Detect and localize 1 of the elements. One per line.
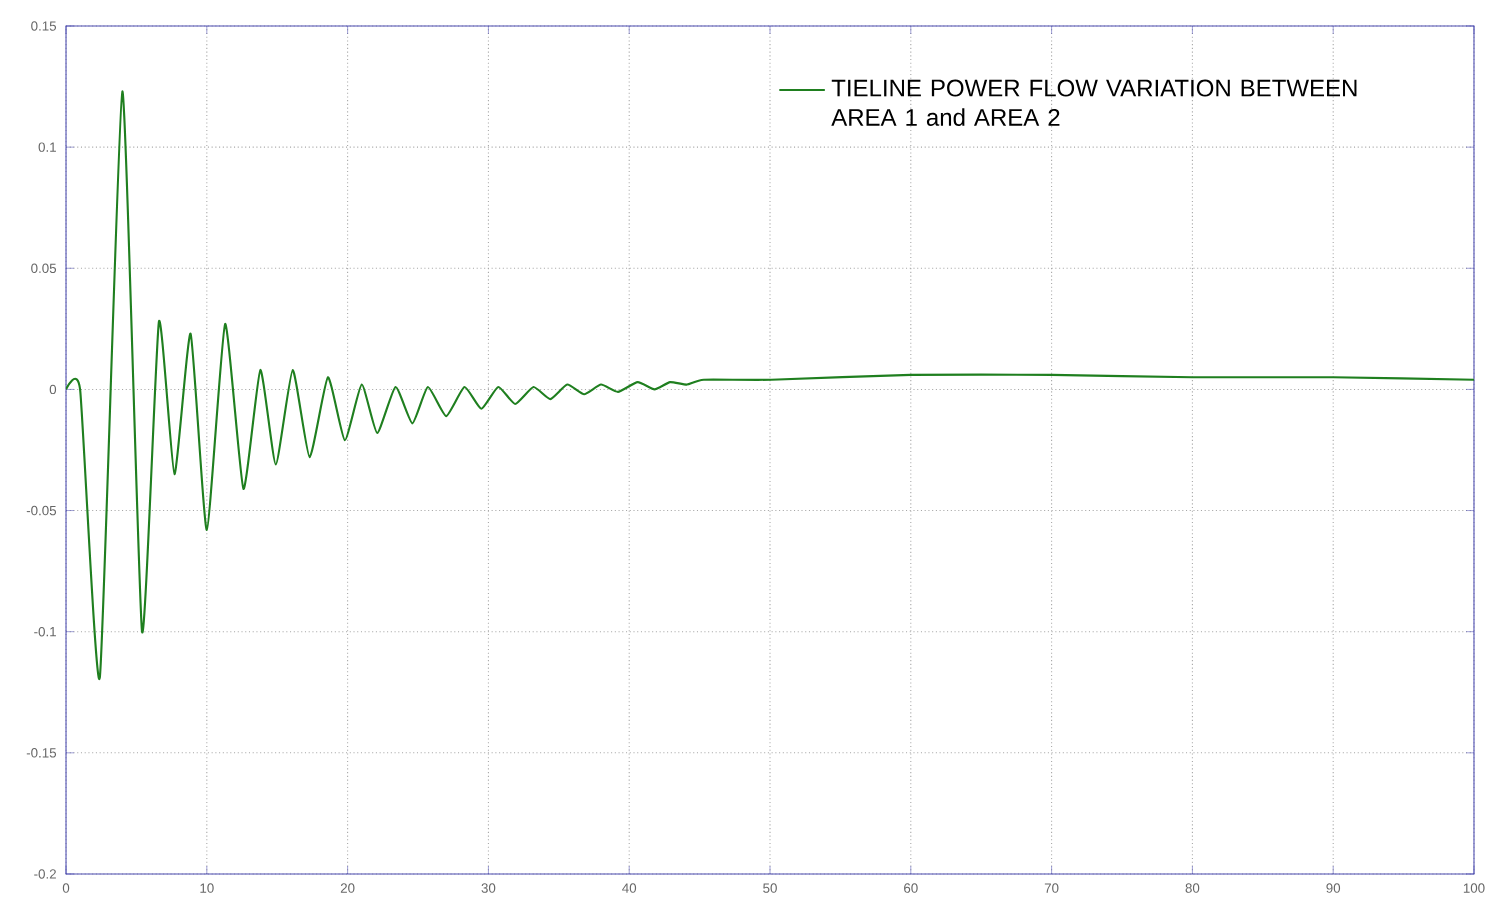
legend-label: TIELINE POWER FLOW VARIATION BETWEEN AREA 1 and AREA 2 [831, 79, 1357, 126]
